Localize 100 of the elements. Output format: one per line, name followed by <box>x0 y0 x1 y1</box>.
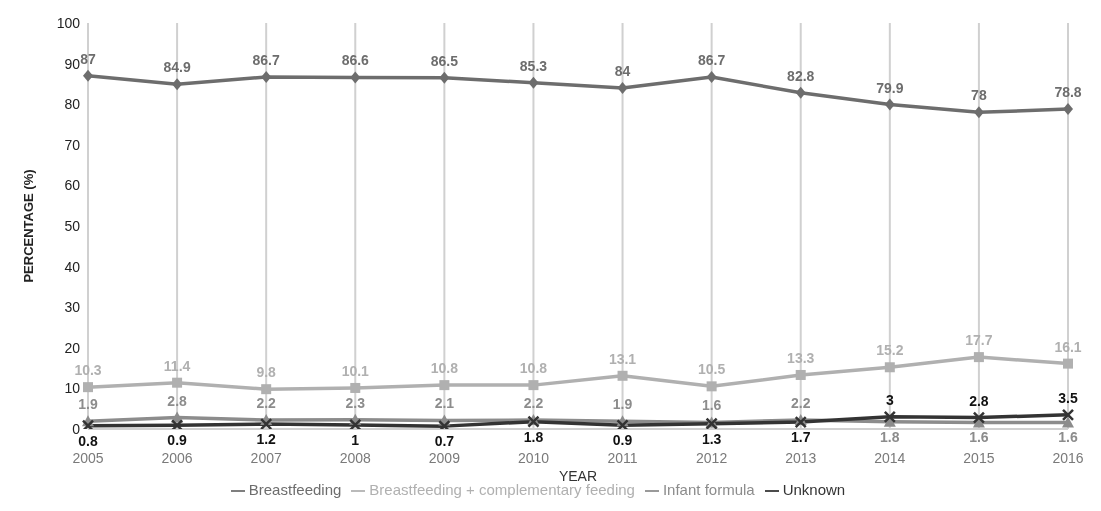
data-label: 10.1 <box>341 362 370 379</box>
point <box>528 76 539 89</box>
point <box>172 78 183 91</box>
x-tick-label: 2005 <box>72 449 104 466</box>
data-label: 1.6 <box>701 397 722 414</box>
x-tick-label: 2007 <box>250 449 282 466</box>
data-label: 17.7 <box>965 332 993 349</box>
y-tick-label: 60 <box>64 177 81 194</box>
point <box>528 380 539 391</box>
data-label: 84.9 <box>163 59 191 76</box>
data-label: 1.3 <box>701 430 722 447</box>
data-label: 16.1 <box>1054 338 1082 355</box>
x-tick-label: 2010 <box>517 449 550 466</box>
data-label: 86.7 <box>698 51 726 68</box>
data-label: 86.7 <box>252 51 281 68</box>
y-tick-label: 80 <box>64 96 81 113</box>
legend-label: Infant formula <box>662 480 755 498</box>
data-label: 86.5 <box>430 52 459 69</box>
x-tick-label: 2015 <box>963 449 995 466</box>
data-label: 1.8 <box>523 428 544 445</box>
data-label: 3.5 <box>1058 389 1078 406</box>
data-label: 1.8 <box>880 428 900 445</box>
data-label: 1.6 <box>1058 429 1078 446</box>
x-tick-label: 2014 <box>874 449 906 466</box>
point <box>1061 408 1075 422</box>
data-label: 78.8 <box>1054 84 1082 101</box>
point <box>83 382 93 393</box>
point <box>439 71 450 84</box>
data-label: 11.4 <box>163 357 191 374</box>
y-axis-title: PERCENTAGE (%) <box>20 169 36 283</box>
y-tick-label: 100 <box>56 14 81 31</box>
legend-label: Breastfeeding <box>248 480 342 498</box>
data-label: 1.6 <box>969 429 989 446</box>
x-tick-label: 2009 <box>428 449 461 466</box>
point <box>706 381 717 392</box>
point <box>617 370 628 381</box>
y-tick-label: 10 <box>64 380 81 397</box>
y-tick-label: 40 <box>64 258 81 275</box>
point <box>439 380 450 391</box>
data-label: 10.5 <box>698 361 726 378</box>
point <box>617 81 628 94</box>
data-label: 2.2 <box>790 395 811 412</box>
data-label: 2.1 <box>434 395 455 412</box>
point <box>350 382 361 393</box>
data-label: 2.2 <box>523 395 544 412</box>
point <box>973 352 984 363</box>
data-label: 3 <box>885 391 894 408</box>
data-label: 13.1 <box>608 350 637 367</box>
point <box>83 69 93 82</box>
data-label: 10.8 <box>519 360 548 377</box>
point <box>795 86 806 99</box>
x-tick-label: 2011 <box>607 449 638 466</box>
point <box>261 384 272 395</box>
y-tick-label: 20 <box>64 339 81 356</box>
data-label: 0.9 <box>167 432 188 449</box>
point <box>616 419 629 429</box>
y-tick-label: 0 <box>72 420 81 437</box>
point <box>438 419 451 429</box>
point <box>884 98 895 111</box>
point <box>973 106 984 119</box>
data-label: 9.8 <box>256 364 277 381</box>
y-tick-label: 90 <box>64 55 81 72</box>
data-label: 2.2 <box>256 395 277 412</box>
y-tick-label: 70 <box>64 136 81 153</box>
legend-label: Unknown <box>782 480 846 498</box>
data-label: 1.7 <box>790 429 811 446</box>
point <box>883 410 897 424</box>
data-label: 1.9 <box>78 396 98 413</box>
point <box>1063 358 1073 369</box>
point <box>81 419 95 429</box>
data-label: 10.8 <box>430 360 459 377</box>
point <box>349 418 362 429</box>
data-label: 0.9 <box>612 432 633 449</box>
data-label: 86.6 <box>341 52 370 69</box>
data-label: 2.8 <box>969 392 989 409</box>
data-label: 87 <box>80 50 96 67</box>
point <box>1062 416 1074 428</box>
data-label: 85.3 <box>519 57 548 74</box>
point <box>172 377 183 388</box>
x-tick-label: 2013 <box>785 449 817 466</box>
data-label: 0.7 <box>434 433 455 450</box>
data-label: 79.9 <box>876 79 904 96</box>
data-label: 2.3 <box>345 394 366 411</box>
data-label: 1.2 <box>256 431 277 448</box>
data-label: 10.3 <box>74 362 102 379</box>
data-label: 0.8 <box>78 432 98 449</box>
data-label: 82.8 <box>787 67 815 84</box>
data-label: 84 <box>614 62 631 79</box>
x-tick-label: 2012 <box>696 449 728 466</box>
x-tick-label: 2008 <box>339 449 372 466</box>
data-label: 2.8 <box>167 392 188 409</box>
x-tick-label: 2016 <box>1052 449 1084 466</box>
point <box>1063 103 1073 116</box>
point <box>884 362 895 373</box>
data-label: 13.3 <box>787 349 815 366</box>
data-label: 15.2 <box>876 342 904 359</box>
point <box>170 419 184 429</box>
y-tick-label: 50 <box>64 217 81 234</box>
data-label: 1.9 <box>612 396 633 413</box>
x-tick-label: 2006 <box>161 449 193 466</box>
